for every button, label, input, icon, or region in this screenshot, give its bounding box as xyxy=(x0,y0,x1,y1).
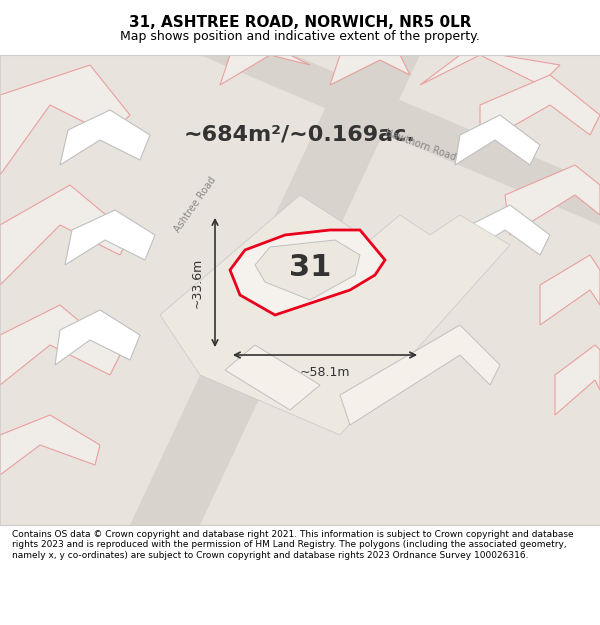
Polygon shape xyxy=(225,345,320,410)
Text: ~33.6m: ~33.6m xyxy=(191,258,203,308)
Polygon shape xyxy=(200,15,600,225)
Polygon shape xyxy=(330,55,410,85)
Polygon shape xyxy=(420,55,560,85)
Polygon shape xyxy=(540,255,600,325)
Polygon shape xyxy=(480,75,600,145)
Polygon shape xyxy=(455,115,540,165)
Polygon shape xyxy=(60,110,150,165)
Text: ~58.1m: ~58.1m xyxy=(300,366,350,379)
Polygon shape xyxy=(465,205,550,255)
Text: Contains OS data © Crown copyright and database right 2021. This information is : Contains OS data © Crown copyright and d… xyxy=(12,530,574,560)
Text: Ashtree Road: Ashtree Road xyxy=(172,176,218,234)
Text: Hawthorn Road: Hawthorn Road xyxy=(383,127,457,162)
Polygon shape xyxy=(340,325,500,425)
Polygon shape xyxy=(255,240,360,300)
Text: Map shows position and indicative extent of the property.: Map shows position and indicative extent… xyxy=(120,30,480,43)
Polygon shape xyxy=(130,55,420,525)
Text: 31: 31 xyxy=(289,253,331,281)
Polygon shape xyxy=(505,165,600,235)
Polygon shape xyxy=(0,415,100,475)
Polygon shape xyxy=(65,210,155,265)
Polygon shape xyxy=(0,65,130,175)
Polygon shape xyxy=(230,230,385,315)
Polygon shape xyxy=(55,310,140,365)
Polygon shape xyxy=(160,195,510,435)
Polygon shape xyxy=(0,305,120,385)
Text: ~684m²/~0.169ac.: ~684m²/~0.169ac. xyxy=(184,125,416,145)
Polygon shape xyxy=(0,185,130,285)
Polygon shape xyxy=(220,55,310,85)
Polygon shape xyxy=(555,345,600,415)
Text: 31, ASHTREE ROAD, NORWICH, NR5 0LR: 31, ASHTREE ROAD, NORWICH, NR5 0LR xyxy=(129,16,471,31)
